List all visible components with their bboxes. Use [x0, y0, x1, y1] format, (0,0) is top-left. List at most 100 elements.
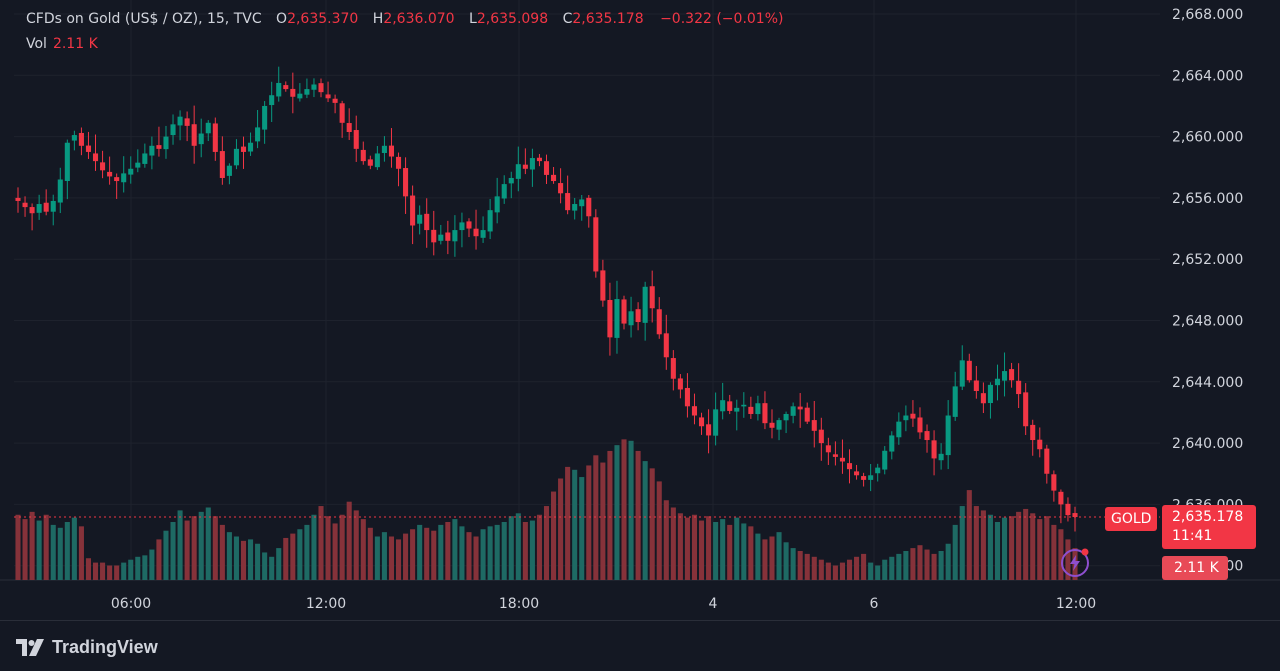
lightning-bolt-icon[interactable] — [1059, 546, 1091, 578]
volume-bar — [381, 532, 387, 580]
candle-body — [438, 234, 444, 241]
candle-body — [748, 406, 754, 414]
volume-bar — [945, 543, 951, 580]
volume-bar — [741, 523, 747, 580]
volume-bar — [395, 539, 402, 580]
candle-body — [339, 103, 345, 123]
volume-bar — [424, 527, 430, 580]
open-label: O — [276, 11, 288, 27]
candle-body — [769, 422, 775, 428]
x-tick-label: 06:00 — [111, 596, 151, 612]
y-tick-label: 2,644.000 — [1172, 375, 1243, 391]
candle-body — [1023, 392, 1029, 427]
candle-body — [445, 232, 451, 241]
open-value: 2,635.370 — [287, 11, 359, 27]
volume-bar — [417, 524, 423, 580]
candle-body — [43, 202, 49, 212]
candle-body — [114, 177, 120, 182]
candle-body — [92, 153, 99, 162]
volume-bar — [22, 519, 28, 580]
candle-body — [621, 299, 627, 324]
volume-bar — [388, 536, 395, 580]
volume-bar — [297, 529, 303, 580]
volume-bar — [720, 519, 726, 580]
volume-bar — [769, 536, 775, 580]
volume-bar — [818, 559, 824, 580]
volume-bar — [755, 533, 761, 580]
volume-bar — [311, 514, 317, 580]
candle-body — [1009, 369, 1015, 381]
volume-bar — [987, 514, 993, 580]
candle-body — [586, 197, 592, 217]
candle-body — [1016, 380, 1022, 395]
volume-bar — [29, 511, 35, 580]
candle-body — [374, 153, 380, 168]
candle-body — [614, 299, 620, 338]
x-tick-label: 12:00 — [306, 596, 346, 612]
volume-bar — [621, 439, 627, 580]
candle-body — [811, 420, 817, 431]
volume-bar — [684, 517, 690, 580]
candle-body — [1072, 513, 1078, 517]
volume-bar — [543, 506, 550, 580]
candle-body — [395, 156, 402, 169]
volume-bar — [50, 524, 56, 580]
candle-body — [473, 228, 479, 237]
volume-bar — [776, 532, 782, 580]
volume-bar — [177, 510, 183, 580]
volume-bar — [325, 516, 331, 580]
volume-bar — [240, 540, 247, 580]
volume-bar — [558, 478, 564, 580]
candle-body — [57, 179, 63, 203]
tradingview-logo[interactable]: TradingView — [16, 637, 158, 658]
volume-bar — [670, 507, 676, 580]
candle-body — [262, 105, 268, 130]
candle-body — [593, 217, 599, 272]
volume-bar — [64, 522, 70, 580]
volume-bar — [980, 510, 986, 580]
volume-bar — [191, 516, 197, 580]
volume-bar — [92, 562, 99, 580]
low-label: L — [469, 11, 477, 27]
volume-bar — [952, 524, 958, 580]
volume-bar — [635, 450, 641, 580]
volume-bar — [515, 513, 521, 580]
candle-body — [487, 210, 493, 232]
close-value: 2,635.178 — [572, 11, 644, 27]
candle-body — [50, 200, 56, 212]
candle-body — [698, 417, 705, 427]
volume-bar — [466, 532, 472, 580]
candle-body — [515, 164, 521, 179]
symbol-tag[interactable]: GOLD — [1105, 507, 1158, 531]
volume-bar — [438, 524, 444, 580]
price-chart[interactable]: 2,668.000 2,664.000 2,660.000 2,656.000 2,65… — [0, 0, 1280, 620]
volume-bar — [1065, 539, 1071, 580]
candle-body — [861, 476, 867, 480]
candle-body — [170, 124, 176, 136]
candle-body — [720, 400, 726, 412]
symbol-description: CFDs on Gold (US$ / OZ), 15, TVC — [26, 11, 262, 27]
candle-body — [128, 168, 134, 175]
candle-body — [297, 93, 303, 99]
candle-body — [431, 229, 437, 243]
candle-body — [635, 309, 641, 323]
volume-bar — [487, 526, 493, 580]
volume-bar — [600, 462, 606, 580]
candle-body — [734, 407, 740, 412]
volume-bar — [374, 536, 380, 580]
volume-bar — [832, 565, 838, 580]
volume-bar — [149, 549, 155, 580]
candle-body — [15, 197, 21, 201]
candle-body — [987, 384, 993, 404]
candle-body — [741, 404, 747, 407]
candle-body — [973, 380, 979, 391]
candle-body — [762, 403, 768, 424]
volume-bar — [614, 445, 620, 580]
volume-bar — [536, 514, 542, 580]
volume-bar — [248, 539, 254, 580]
volume-bar — [903, 551, 909, 580]
volume-tag: 2.11 K — [1162, 556, 1228, 580]
volume-bar — [473, 536, 479, 580]
volume-bar — [861, 553, 867, 580]
volume-bar — [698, 520, 705, 580]
